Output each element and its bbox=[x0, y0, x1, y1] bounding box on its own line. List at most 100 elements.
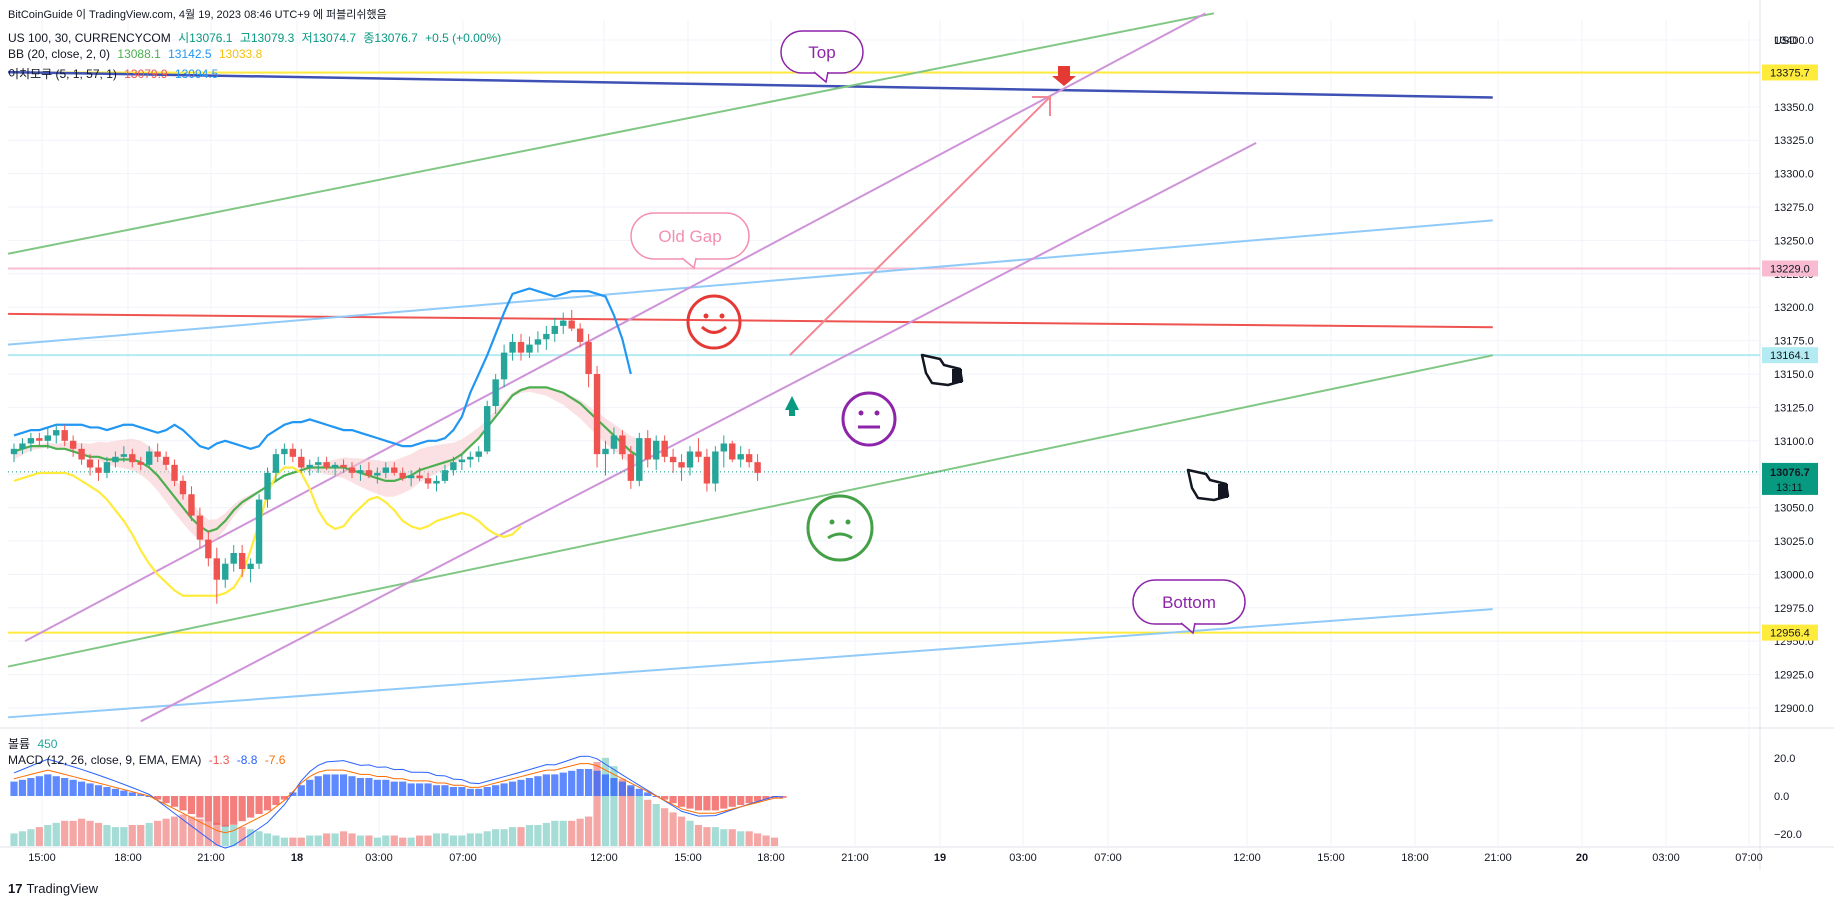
candle-body bbox=[306, 464, 313, 468]
volume-bar bbox=[289, 837, 297, 846]
volume-bar bbox=[331, 833, 339, 846]
macd-hist-bar bbox=[238, 796, 246, 822]
bottom-bubble-label: Bottom bbox=[1162, 593, 1216, 612]
macd-hist-bar bbox=[424, 783, 432, 796]
close-value: 종13076.7 bbox=[363, 31, 418, 45]
price-tag bbox=[1762, 260, 1818, 277]
bb-label: BB (20, close, 2, 0) bbox=[8, 47, 111, 61]
candle-body bbox=[19, 443, 26, 449]
volume-bar bbox=[170, 816, 179, 846]
macd-hist-bar bbox=[492, 785, 500, 796]
tradingview-brand[interactable]: 17 TradingView bbox=[8, 881, 98, 896]
volume-bar bbox=[390, 835, 398, 846]
candle-body bbox=[255, 499, 263, 564]
time-tick-label: 18:00 bbox=[114, 852, 142, 864]
volume-bar bbox=[52, 822, 60, 846]
ichimoku-a-value: 13079.9 bbox=[124, 67, 168, 81]
volume-bar bbox=[356, 835, 365, 846]
volume-bar bbox=[737, 831, 745, 846]
volume-bar bbox=[263, 833, 272, 846]
macd-hist-bar bbox=[576, 769, 584, 796]
time-tick-label: 21:00 bbox=[1484, 852, 1512, 864]
candle-body bbox=[712, 451, 719, 484]
candle-body bbox=[737, 454, 744, 460]
volume-bar bbox=[297, 837, 305, 846]
volume-bar bbox=[652, 804, 660, 846]
volume-bar bbox=[103, 825, 111, 846]
macd-hist-bar bbox=[754, 796, 762, 802]
macd-hist-bar bbox=[27, 778, 35, 796]
worried-face-icon bbox=[806, 494, 874, 562]
candle-body bbox=[137, 462, 144, 465]
candle-body bbox=[247, 563, 254, 570]
macd-tick-label: −20.0 bbox=[1774, 829, 1802, 841]
macd-hist-bar bbox=[568, 770, 576, 796]
macd-hist-bar bbox=[508, 781, 517, 796]
publisher-text: BitCoinGuide 이 TradingView.com, 4월 19, 2… bbox=[8, 9, 387, 21]
pointing-hand-icon-cuff bbox=[952, 369, 962, 383]
candle-body bbox=[95, 467, 102, 473]
bb-legend[interactable]: BB (20, close, 2, 0) 13088.1 13142.5 130… bbox=[8, 47, 262, 61]
candle-body bbox=[61, 430, 68, 441]
volume-bar bbox=[61, 820, 69, 846]
macd-hist-bar bbox=[449, 787, 457, 796]
macd-hist-bar bbox=[154, 796, 162, 800]
blue-upper-channel-line bbox=[8, 219, 1493, 346]
macd-signal-value: -7.6 bbox=[264, 753, 286, 767]
volume-bar bbox=[627, 787, 635, 846]
macd-hist-bar bbox=[52, 776, 60, 796]
macd-hist-bar bbox=[339, 774, 348, 796]
volume-bar bbox=[449, 835, 457, 846]
price-tick-label: 13200.0 bbox=[1774, 302, 1814, 314]
volume-bar bbox=[593, 762, 601, 846]
volume-bar bbox=[221, 825, 229, 846]
ichimoku-legend[interactable]: 이치모쿠 (5, 1, 57, 1) 13079.9 13094.5 bbox=[8, 65, 218, 82]
time-tick-label: 15:00 bbox=[28, 852, 56, 864]
volume-legend[interactable]: 볼륨 450 bbox=[8, 735, 57, 752]
candle-body bbox=[171, 464, 178, 481]
volume-bar bbox=[542, 822, 550, 846]
volume-bar bbox=[44, 825, 52, 846]
price-axis[interactable]: 12900.012925.012950.012975.013000.013025… bbox=[1762, 35, 1818, 841]
volume-bar bbox=[162, 818, 170, 846]
volume-bar bbox=[213, 822, 221, 846]
time-tick-label: 15:00 bbox=[1317, 852, 1345, 864]
worried-face-icon-eye-right bbox=[845, 519, 851, 525]
macd-hist-bar bbox=[525, 778, 534, 796]
candle-body bbox=[585, 341, 592, 374]
volume-bar bbox=[69, 820, 77, 846]
candle-body bbox=[348, 467, 356, 473]
volume-label: 볼륨 bbox=[8, 737, 31, 751]
volume-bar bbox=[517, 827, 525, 846]
volume-bars bbox=[10, 757, 779, 846]
volume-bar bbox=[255, 831, 263, 846]
macd-hist-bar bbox=[103, 787, 111, 796]
volume-bar bbox=[348, 833, 356, 846]
candle-body bbox=[644, 438, 651, 460]
down-arrow-icon bbox=[1052, 66, 1076, 86]
macd-hist-bar bbox=[297, 785, 305, 796]
time-axis[interactable]: 15:00 18:00 21:00 18 03:00 07:00 12:00 15:00 18:… bbox=[28, 852, 1763, 864]
symbol-legend[interactable]: US 100, 30, CURRENCYCOM 시13076.1 고13079.… bbox=[8, 29, 501, 46]
macd-hist-bar bbox=[399, 781, 407, 796]
macd-hist-bar bbox=[18, 779, 27, 796]
volume-bar bbox=[669, 812, 677, 846]
price-tick-label: 13300.0 bbox=[1774, 169, 1814, 181]
macd-hist-bar bbox=[762, 796, 770, 800]
volume-bar bbox=[762, 835, 770, 846]
volume-bar bbox=[458, 835, 466, 846]
purple-lower-channel-line bbox=[140, 142, 1257, 723]
macd-hist-bar bbox=[711, 796, 719, 811]
volume-bar bbox=[204, 820, 212, 846]
volume-bar bbox=[525, 825, 534, 846]
volume-bar bbox=[382, 835, 390, 846]
volume-bar bbox=[137, 825, 145, 846]
candle-body bbox=[610, 435, 618, 449]
macd-legend[interactable]: MACD (12, 26, close, 9, EMA, EMA) -1.3 -… bbox=[8, 753, 285, 767]
volume-bar bbox=[339, 831, 348, 846]
bb-upper-value: 13142.5 bbox=[168, 47, 212, 61]
symbol-label: US 100, 30, CURRENCYCOM bbox=[8, 31, 171, 45]
last-price-tag bbox=[1762, 462, 1818, 495]
